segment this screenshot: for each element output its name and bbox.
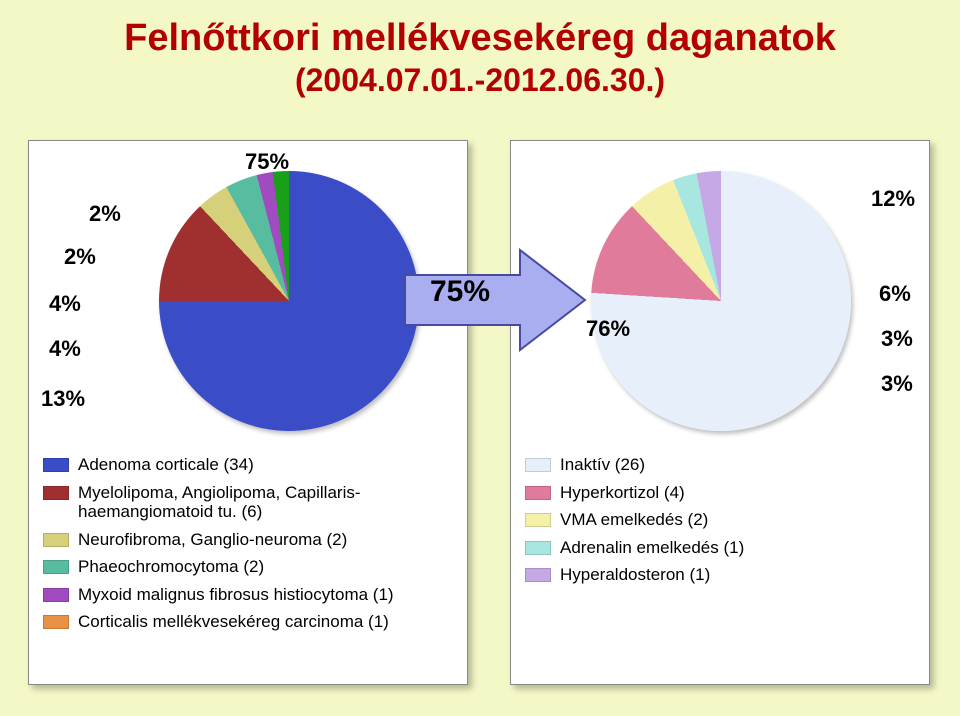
legend-item: Corticalis mellékvesekéreg carcinoma (1): [43, 612, 453, 632]
pie: [591, 171, 851, 431]
legend-swatch: [525, 486, 551, 500]
right-legend: Inaktív (26) Hyperkortizol (4) VMA emelked…: [511, 441, 929, 603]
legend-label: Neurofibroma, Ganglio-neuroma (2): [78, 530, 347, 550]
left-pie-chart: 75% 13% 4% 4% 2% 2%: [29, 141, 467, 441]
legend-label: Inaktív (26): [560, 455, 645, 475]
legend-swatch: [43, 615, 69, 629]
legend-label: Phaeochromocytoma (2): [78, 557, 264, 577]
pie: [159, 171, 419, 431]
pie-slice-label: 12%: [871, 186, 915, 212]
legend-item: Hyperaldosteron (1): [525, 565, 915, 585]
legend-swatch: [43, 560, 69, 574]
arrow-label: 75%: [430, 275, 490, 309]
right-chart-box: 76% 12% 6% 3% 3% Inaktív (26) Hyperkortizol (…: [510, 140, 930, 685]
left-chart-box: 75% 13% 4% 4% 2% 2% Adenoma corticale (34) Mye…: [28, 140, 468, 685]
pie-slice-label: 3%: [881, 371, 913, 397]
legend-swatch: [43, 588, 69, 602]
pie-slice-label: 4%: [49, 336, 81, 362]
pie-slice-label: 2%: [64, 244, 96, 270]
pie-slice-label: 13%: [41, 386, 85, 412]
legend-item: Myxoid malignus fibrosus histiocytoma (1…: [43, 585, 453, 605]
legend-item: Phaeochromocytoma (2): [43, 557, 453, 577]
left-legend: Adenoma corticale (34) Myelolipoma, Angio…: [29, 441, 467, 650]
slide-title: Felnőttkori mellékvesekéreg daganatok: [0, 0, 960, 60]
legend-swatch: [525, 541, 551, 555]
slide-subtitle: (2004.07.01.-2012.06.30.): [0, 62, 960, 99]
pie-slice-label: 6%: [879, 281, 911, 307]
pie-slice-label: 3%: [881, 326, 913, 352]
pie-slice-label: 75%: [245, 149, 289, 175]
legend-swatch: [43, 458, 69, 472]
legend-item: Adenoma corticale (34): [43, 455, 453, 475]
legend-item: Neurofibroma, Ganglio-neuroma (2): [43, 530, 453, 550]
legend-item: VMA emelkedés (2): [525, 510, 915, 530]
pie-slice-label: 76%: [586, 316, 630, 342]
pie-slice-label: 2%: [89, 201, 121, 227]
pie-slice-label: 4%: [49, 291, 81, 317]
legend-item: Hyperkortizol (4): [525, 483, 915, 503]
legend-label: Adrenalin emelkedés (1): [560, 538, 744, 558]
legend-swatch: [525, 568, 551, 582]
legend-swatch: [525, 513, 551, 527]
legend-item: Adrenalin emelkedés (1): [525, 538, 915, 558]
legend-label: Corticalis mellékvesekéreg carcinoma (1): [78, 612, 389, 632]
right-pie-chart: 76% 12% 6% 3% 3%: [511, 141, 929, 441]
legend-label: Myxoid malignus fibrosus histiocytoma (1…: [78, 585, 394, 605]
legend-swatch: [43, 486, 69, 500]
legend-label: Myelolipoma, Angiolipoma, Capillaris-hae…: [78, 483, 453, 522]
legend-swatch: [525, 458, 551, 472]
legend-item: Myelolipoma, Angiolipoma, Capillaris-hae…: [43, 483, 453, 522]
legend-item: Inaktív (26): [525, 455, 915, 475]
legend-swatch: [43, 533, 69, 547]
legend-label: VMA emelkedés (2): [560, 510, 708, 530]
slide: Felnőttkori mellékvesekéreg daganatok (2…: [0, 0, 960, 716]
legend-label: Adenoma corticale (34): [78, 455, 254, 475]
legend-label: Hyperkortizol (4): [560, 483, 685, 503]
legend-label: Hyperaldosteron (1): [560, 565, 710, 585]
